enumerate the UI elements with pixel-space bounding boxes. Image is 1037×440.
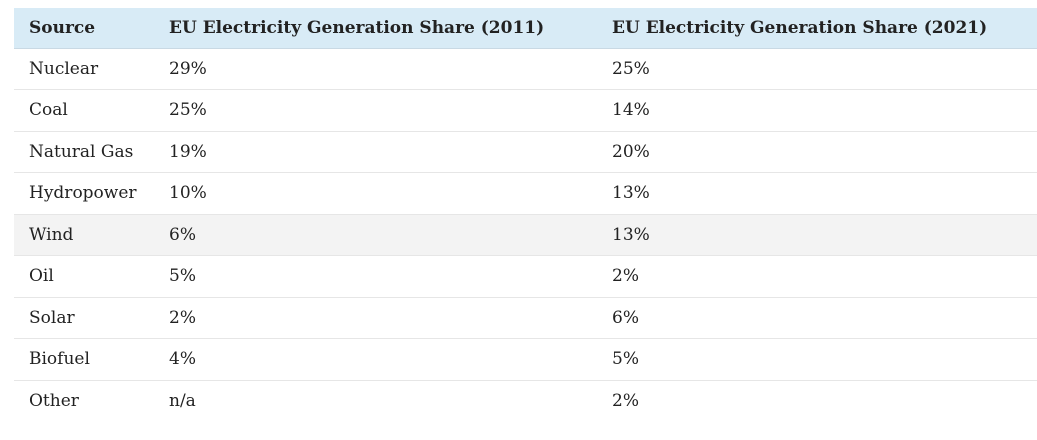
header-row: Source EU Electricity Generation Share (… <box>14 8 1037 49</box>
cell-share-2021: 13% <box>612 224 650 245</box>
table-header: Source EU Electricity Generation Share (… <box>14 8 1037 49</box>
cell-share-2021: 5% <box>612 349 639 370</box>
cell-share-2021: 14% <box>612 100 650 121</box>
cell-share-2021: 25% <box>612 58 650 79</box>
table-row: Biofuel 4% 5% <box>14 339 1037 380</box>
cell-source: Biofuel <box>29 349 90 370</box>
cell-source: Oil <box>29 266 54 287</box>
cell-share-2011: 6% <box>169 224 196 245</box>
cell-share-2011: 10% <box>169 183 207 204</box>
cell-share-2011: n/a <box>169 391 196 411</box>
cell-share-2021: 6% <box>612 307 639 328</box>
table-container: Source EU Electricity Generation Share (… <box>14 8 1037 422</box>
energy-share-table: Source EU Electricity Generation Share (… <box>14 8 1037 422</box>
table-row: Other n/a 2% <box>14 380 1037 422</box>
cell-share-2011: 4% <box>169 349 196 370</box>
table-row: Oil 5% 2% <box>14 256 1037 297</box>
header-share-2011: EU Electricity Generation Share (2011) <box>154 8 597 49</box>
header-share-2021: EU Electricity Generation Share (2021) <box>597 8 1037 49</box>
cell-share-2011: 5% <box>169 266 196 287</box>
cell-source: Hydropower <box>29 183 137 204</box>
cell-share-2011: 29% <box>169 58 207 79</box>
cell-source: Natural Gas <box>29 141 134 162</box>
cell-share-2021: 2% <box>612 391 639 411</box>
header-source: Source <box>14 8 154 49</box>
cell-share-2021: 13% <box>612 183 650 204</box>
cell-share-2011: 19% <box>169 141 207 162</box>
table-row-highlighted: Wind 6% 13% <box>14 214 1037 256</box>
table-row: Hydropower 10% 13% <box>14 173 1037 214</box>
table-row: Natural Gas 19% 20% <box>14 131 1037 173</box>
table-row: Nuclear 29% 25% <box>14 48 1037 90</box>
cell-source: Wind <box>29 224 74 245</box>
cell-source: Other <box>29 391 79 411</box>
cell-source: Coal <box>29 100 68 121</box>
cell-share-2021: 2% <box>612 266 639 287</box>
cell-share-2011: 25% <box>169 100 207 121</box>
cell-share-2021: 20% <box>612 141 650 162</box>
cell-share-2011: 2% <box>169 307 196 328</box>
table-row: Coal 25% 14% <box>14 90 1037 131</box>
cell-source: Nuclear <box>29 58 99 79</box>
cell-source: Solar <box>29 307 75 328</box>
table-body: Nuclear 29% 25% Coal 25% 14% Natural Gas… <box>14 48 1037 422</box>
table-row: Solar 2% 6% <box>14 297 1037 339</box>
